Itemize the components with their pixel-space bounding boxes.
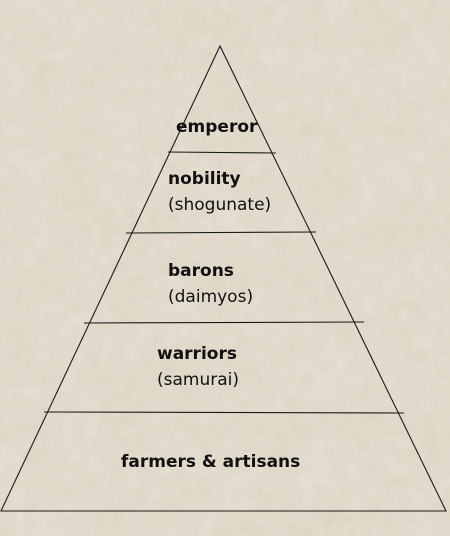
tier-nobility: nobility (shogunate) <box>168 166 271 218</box>
tier-divider <box>167 151 277 154</box>
tier-farmers-artisans: farmers & artisans <box>121 449 300 475</box>
tier-label: nobility <box>168 169 241 189</box>
tier-sublabel: (samurai) <box>157 370 240 390</box>
pyramid-outline <box>0 44 447 512</box>
tier-emperor: emperor <box>176 114 257 140</box>
tier-warriors: warriors (samurai) <box>157 341 239 393</box>
tier-divider <box>125 231 317 234</box>
tier-label: warriors <box>157 344 237 364</box>
tier-label: barons <box>168 261 234 281</box>
tier-label: emperor <box>176 117 258 137</box>
tier-sublabel: (shogunate) <box>168 195 272 215</box>
tier-barons: barons (daimyos) <box>168 258 253 310</box>
tier-divider <box>83 321 365 324</box>
tier-label: farmers & artisans <box>121 452 301 472</box>
tier-divider <box>43 411 405 414</box>
tier-sublabel: (daimyos) <box>168 287 254 307</box>
